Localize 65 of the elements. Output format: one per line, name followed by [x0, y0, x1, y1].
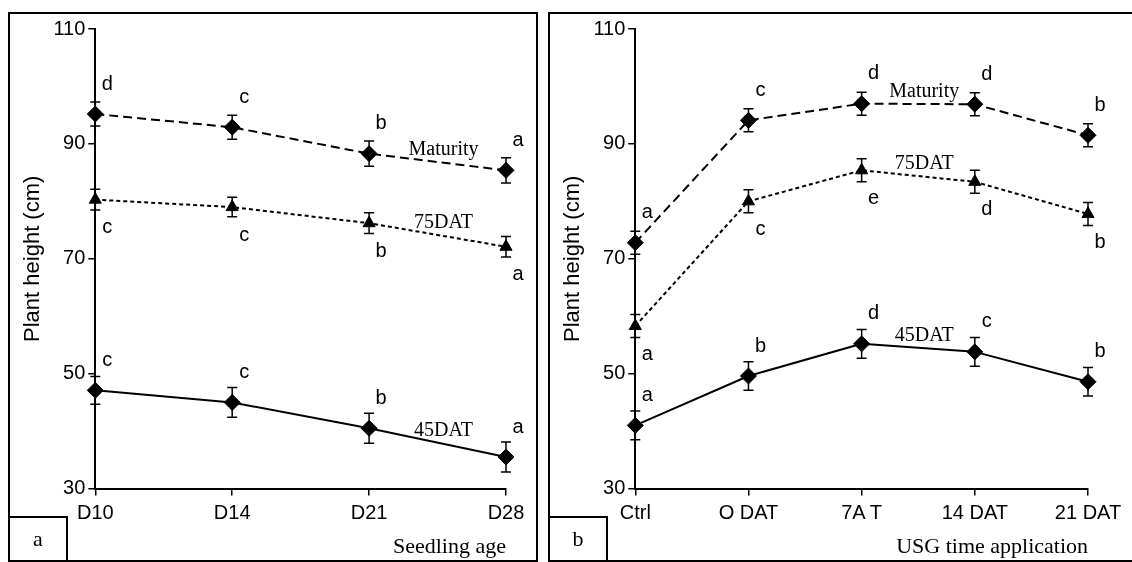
y-tick-label: 50 [63, 361, 86, 384]
x-tick-label: Ctrl [619, 501, 651, 524]
data-label: c [102, 215, 113, 238]
point [86, 105, 104, 123]
data-label: d [101, 71, 113, 94]
data-label: c [755, 216, 766, 239]
data-label: c [755, 77, 766, 100]
y-tick-label: 50 [603, 361, 626, 384]
data-label: a [512, 127, 525, 150]
x-tick-label: 7A T [841, 501, 883, 524]
series-label: 75DAT [414, 210, 473, 233]
series-label: Maturity [889, 79, 960, 103]
y-axis-title: Plant height (cm) [19, 175, 45, 342]
data-label: a [512, 262, 525, 285]
series-label: Maturity [408, 137, 479, 161]
data-label: a [641, 200, 654, 223]
point [853, 95, 871, 113]
y-tick-label: 30 [63, 476, 86, 499]
x-tick-label: 14 DAT [941, 501, 1008, 524]
series-label: 45DAT [894, 323, 954, 346]
data-label: d [868, 61, 880, 84]
point [741, 193, 756, 206]
text: b [548, 516, 608, 562]
data-label: c [239, 359, 250, 382]
data-label: b [375, 238, 387, 261]
data-label: b [375, 111, 387, 134]
series-label: 75DAT [894, 151, 954, 174]
x-tick-label: D21 [350, 501, 388, 524]
data-label: c [981, 309, 992, 332]
data-label: d [981, 197, 993, 220]
x-tick-label: 21 DAT [1054, 501, 1122, 524]
x-tick-label: D28 [487, 501, 525, 524]
point [739, 111, 757, 129]
data-label: b [375, 385, 387, 408]
data-label: c [239, 84, 250, 107]
data-label: a [512, 414, 525, 437]
data-label: a [641, 382, 654, 405]
data-label: c [102, 347, 113, 370]
data-label: b [1094, 339, 1106, 362]
point [626, 234, 644, 252]
x-tick-label: O DAT [718, 501, 779, 524]
x-axis-title: Seedling age [392, 532, 506, 558]
y-tick-label: 90 [603, 131, 626, 154]
data-label: b [1094, 229, 1106, 252]
x-axis-title: USG time application [896, 532, 1088, 558]
series-label: 45DAT [414, 417, 473, 440]
y-tick-label: 90 [63, 131, 86, 154]
data-label: b [1094, 92, 1106, 115]
y-axis-title: Plant height (cm) [559, 175, 585, 342]
y-tick-label: 70 [603, 246, 626, 269]
data-label: a [641, 341, 654, 364]
data-label: d [981, 61, 993, 84]
x-tick-label: D14 [213, 501, 251, 524]
y-tick-label: 110 [593, 16, 626, 39]
y-tick-label: 30 [603, 476, 626, 499]
point [739, 367, 757, 385]
data-label: d [868, 301, 880, 324]
data-label: c [239, 222, 250, 245]
data-label: e [868, 185, 880, 208]
x-tick-label: D10 [76, 501, 114, 524]
data-label: b [754, 333, 767, 356]
point [853, 335, 871, 353]
y-tick-label: 110 [53, 16, 86, 39]
text: a [8, 516, 68, 562]
y-tick-label: 70 [63, 246, 86, 269]
